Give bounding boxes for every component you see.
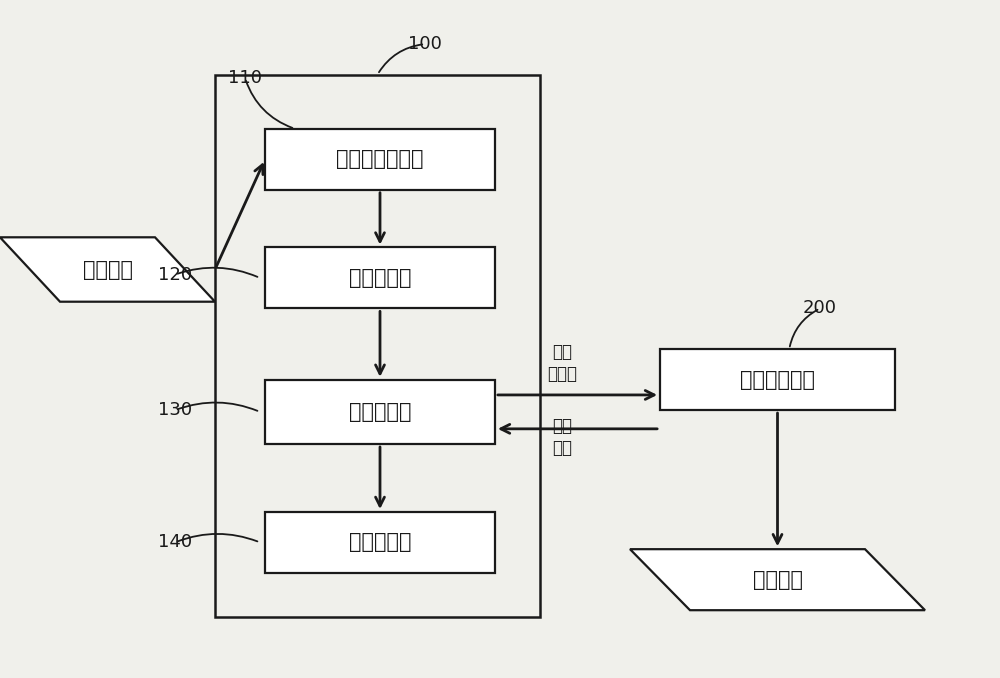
Text: 错误检测设备: 错误检测设备: [740, 370, 815, 390]
Text: 句法分析器: 句法分析器: [349, 402, 411, 422]
Text: 输入句子: 输入句子: [82, 260, 132, 279]
Bar: [215, 75, 540, 617]
Text: 100: 100: [408, 35, 442, 53]
Text: 输入句子分割器: 输入句子分割器: [336, 149, 424, 170]
Text: 显示错误: 显示错误: [753, 570, 803, 590]
Polygon shape: [0, 237, 215, 302]
Bar: [265, 512, 495, 573]
Polygon shape: [630, 549, 925, 610]
Text: 140: 140: [158, 534, 192, 551]
Text: 标注
的句子: 标注 的句子: [547, 342, 577, 383]
Text: 130: 130: [158, 401, 192, 419]
Text: 110: 110: [228, 69, 262, 87]
Bar: [265, 380, 495, 444]
Bar: [660, 349, 895, 410]
Text: 200: 200: [803, 300, 837, 317]
Bar: [265, 247, 495, 308]
Text: 120: 120: [158, 266, 192, 283]
Text: 词性标注部: 词性标注部: [349, 268, 411, 288]
Bar: [265, 129, 495, 190]
Text: 错误
校正: 错误 校正: [552, 417, 572, 458]
Text: 句子评估部: 句子评估部: [349, 532, 411, 553]
